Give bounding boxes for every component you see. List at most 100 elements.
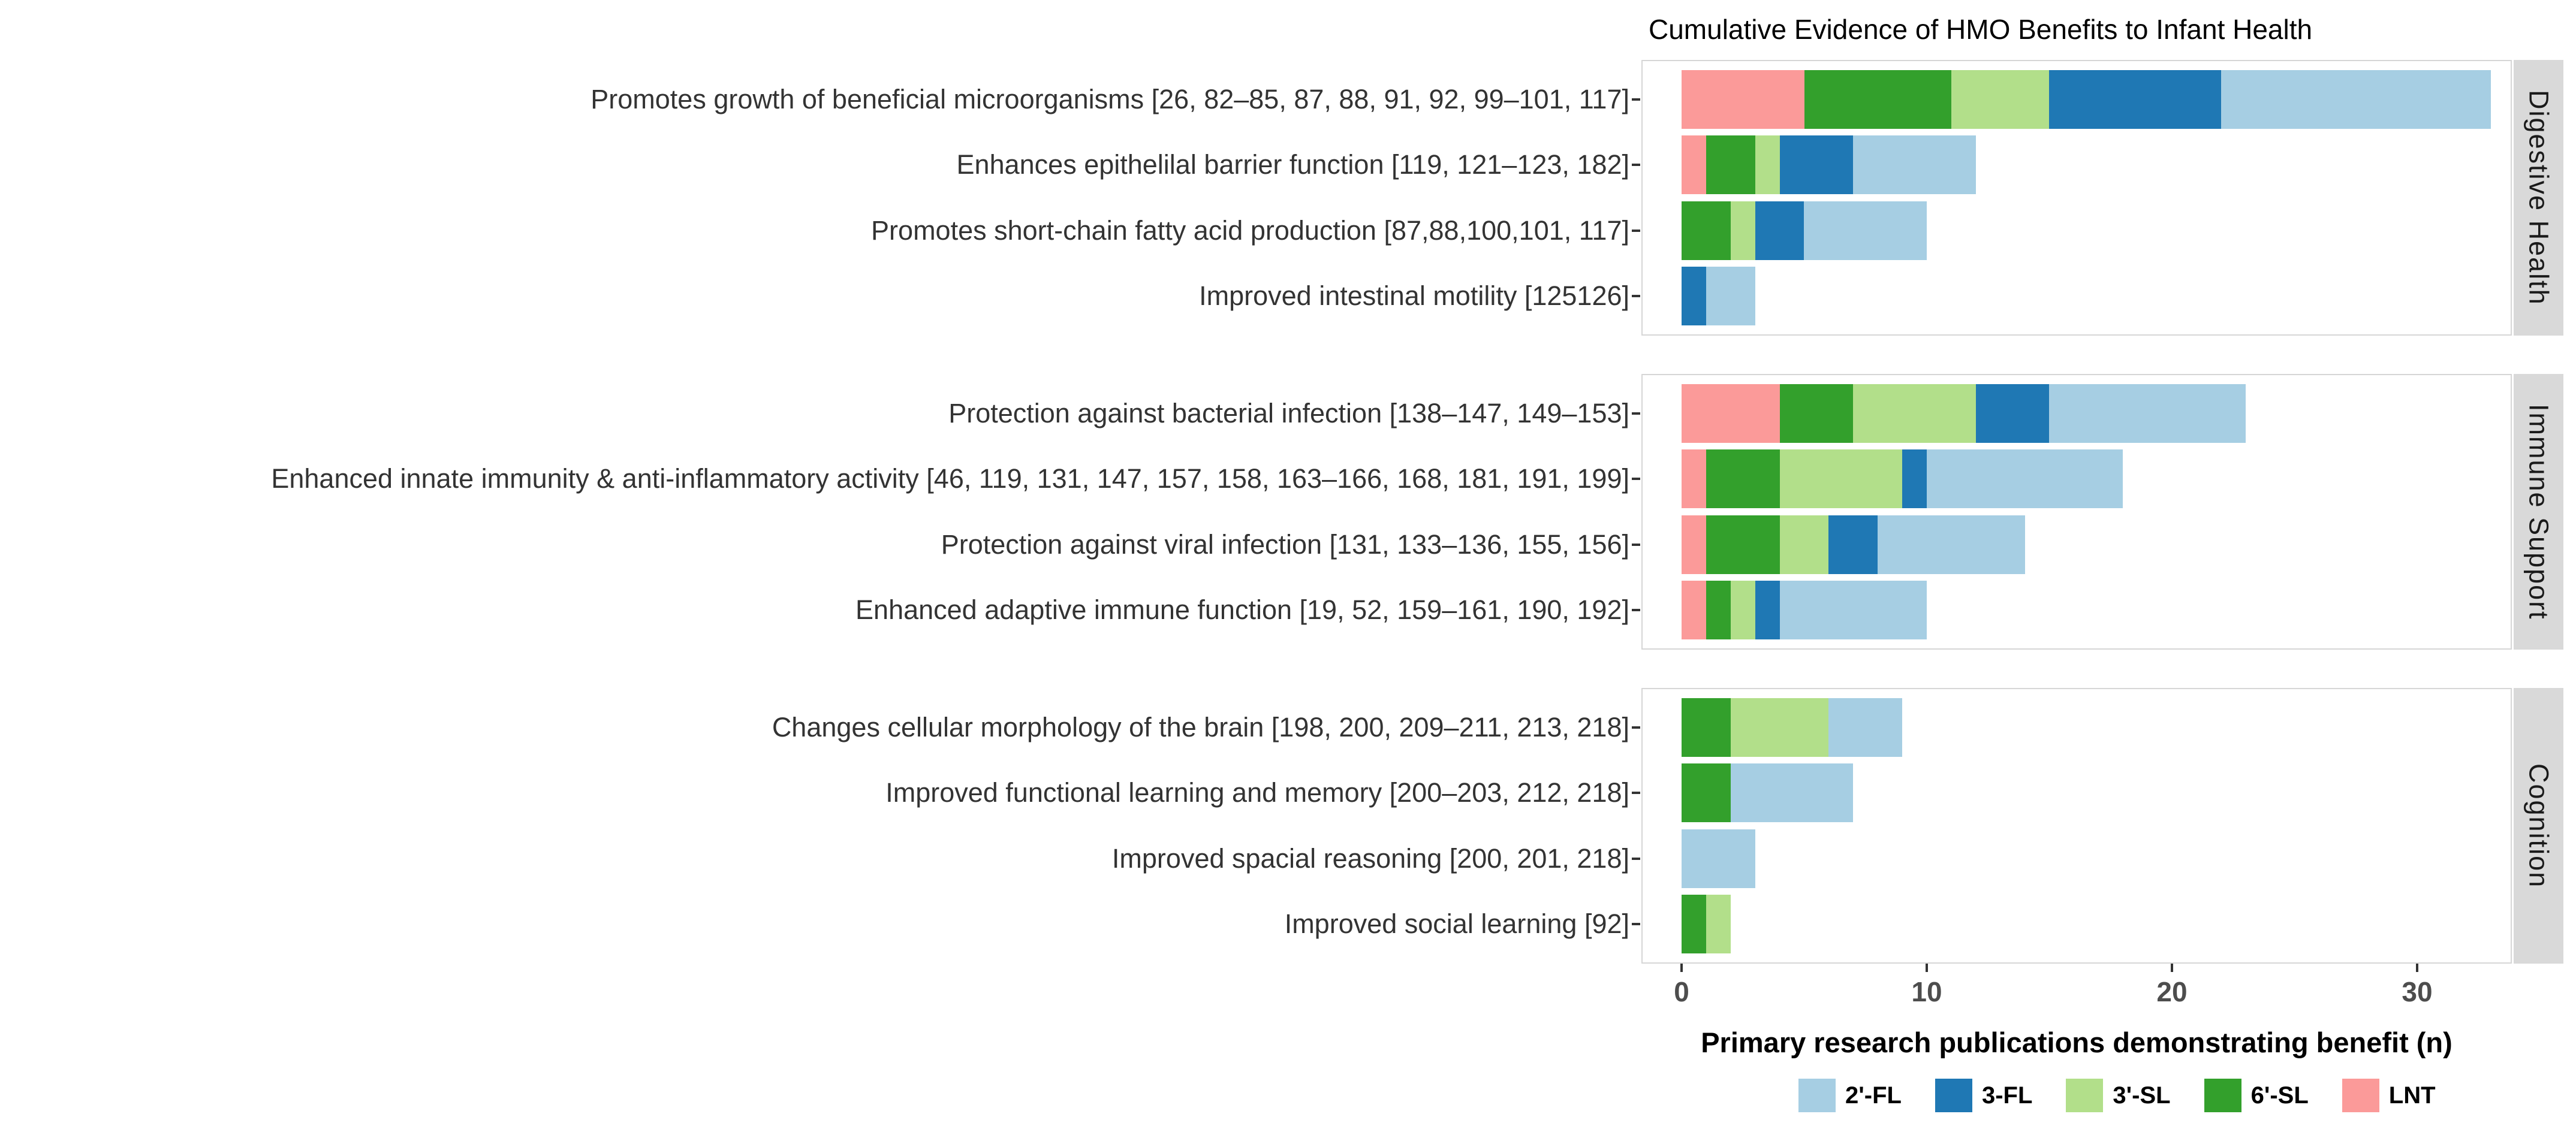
x-tick-label: 10 [1911,976,1942,1007]
y-axis-label: Enhances epithelilal barrier function [1… [956,149,1629,180]
bar-segment-lnt [1682,515,1706,574]
bar-segment-2-fl [1779,581,1927,639]
bar-segment-3-sl [1779,515,1829,574]
y-axis-label: Enhanced adaptive immune function [19, 5… [855,594,1629,625]
y-axis-label: Improved social learning [92] [1284,908,1629,939]
bar-segment-6-sl [1682,895,1706,953]
bar-segment-3-fl [2049,70,2221,129]
bar-segment-3-fl [1975,384,2050,443]
y-axis-tick [1632,726,1640,729]
x-axis-tick [1926,964,1928,972]
legend: 2'-FL 3-FL 3'-SL 6'-SL LNT [1798,1079,2436,1112]
y-axis-tick [1632,858,1640,860]
bar-segment-3-sl [1951,70,2050,129]
y-axis-tick [1632,230,1640,232]
bar-row [1682,135,1976,194]
facet-strip-digestive-health: Digestive Health [2514,60,2563,336]
bar-segment-3-sl [1853,384,1976,443]
legend-label: 3-FL [1981,1082,2033,1109]
facet-strip-label: Immune Support [2523,403,2554,620]
bar-segment-3-sl [1730,201,1755,260]
bar-segment-6-sl [1682,698,1731,757]
y-axis-label: Changes cellular morphology of the brain… [772,712,1629,742]
bar-segment-2-fl [1706,267,1755,325]
legend-label: 2'-FL [1845,1082,1902,1109]
bar-segment-3-fl [1755,201,1804,260]
legend-item-6-sl: 6'-SL [2204,1079,2309,1112]
bar-segment-3-sl [1730,581,1755,639]
bar-segment-lnt [1682,581,1706,639]
bar-segment-3-fl [1828,515,1878,574]
bar-segment-6-sl [1682,201,1731,260]
bar-segment-3-fl [1779,135,1854,194]
bar-segment-2-fl [1730,763,1854,822]
bar-segment-2-fl [1926,449,2123,508]
y-axis-tick [1632,295,1640,297]
legend-label: LNT [2388,1082,2436,1109]
bar-segment-2-fl [1878,515,2025,574]
bar-segment-6-sl [1706,449,1780,508]
y-axis-label: Promotes growth of beneficial microorgan… [590,84,1629,114]
y-axis-tick [1632,544,1640,546]
bar-row [1682,70,2491,129]
y-axis-label: Protection against viral infection [131,… [941,529,1629,560]
legend-item-lnt: LNT [2342,1079,2436,1112]
legend-item-3-sl: 3'-SL [2066,1079,2171,1112]
y-axis-label: Promotes short-chain fatty acid producti… [871,215,1629,246]
bar-row [1682,581,1927,639]
x-axis-title: Primary research publications demonstrat… [1701,1027,2453,1058]
bar-segment-lnt [1682,449,1706,508]
legend-label: 6'-SL [2250,1082,2309,1109]
legend-item-2-fl: 2'-FL [1798,1079,1902,1112]
bar-row [1682,267,1755,325]
bar-row [1682,449,2123,508]
x-axis-tick [1680,964,1683,972]
x-tick-label: 20 [2156,976,2188,1007]
y-axis-tick [1632,792,1640,794]
y-axis-tick [1632,412,1640,415]
bar-segment-3-sl [1779,449,1903,508]
bar-segment-6-sl [1682,763,1731,822]
bar-segment-2-fl [2221,70,2491,129]
bar-row [1682,515,2025,574]
bar-segment-3-fl [1682,267,1706,325]
bar-segment-lnt [1682,384,1780,443]
legend-swatch-3-fl [1935,1079,1972,1112]
bar-segment-2-fl [2049,384,2246,443]
bar-row [1682,201,1927,260]
bar-segment-3-sl [1730,698,1829,757]
bar-segment-6-sl [1779,384,1854,443]
facet-strip-label: Cognition [2523,763,2554,889]
legend-item-3-fl: 3-FL [1935,1079,2032,1112]
facet-strip-cognition: Cognition [2514,688,2563,964]
bar-segment-2-fl [1853,135,1976,194]
y-axis-tick [1632,923,1640,925]
bar-segment-6-sl [1706,135,1755,194]
y-axis-label: Improved functional learning and memory … [885,777,1629,808]
bar-segment-3-sl [1755,135,1780,194]
bar-row [1682,829,1755,888]
y-axis-tick [1632,609,1640,611]
bar-segment-2-fl [1804,201,1927,260]
legend-swatch-3-sl [2066,1079,2104,1112]
bar-segment-3-fl [1755,581,1780,639]
legend-swatch-2-fl [1798,1079,1836,1112]
y-axis-label: Improved intestinal motility [125126] [1199,280,1629,311]
x-axis-tick [2416,964,2418,972]
bar-segment-lnt [1682,70,1804,129]
legend-label: 3'-SL [2113,1082,2171,1109]
bar-segment-3-fl [1902,449,1927,508]
x-tick-label: 30 [2402,976,2433,1007]
y-axis-tick [1632,98,1640,101]
bar-segment-6-sl [1706,515,1780,574]
x-tick-label: 0 [1674,976,1689,1007]
y-axis-label: Enhanced innate immunity & anti-inflamma… [271,463,1629,494]
bar-segment-2-fl [1828,698,1903,757]
x-axis-tick [2171,964,2173,972]
chart-title: Cumulative Evidence of HMO Benefits to I… [1649,14,2313,45]
facet-strip-label: Digestive Health [2523,90,2554,306]
y-axis-label: Improved spacial reasoning [200, 201, 21… [1111,843,1629,874]
y-axis-label: Protection against bacterial infection [… [948,398,1629,428]
facet-strip-immune-support: Immune Support [2514,374,2563,650]
